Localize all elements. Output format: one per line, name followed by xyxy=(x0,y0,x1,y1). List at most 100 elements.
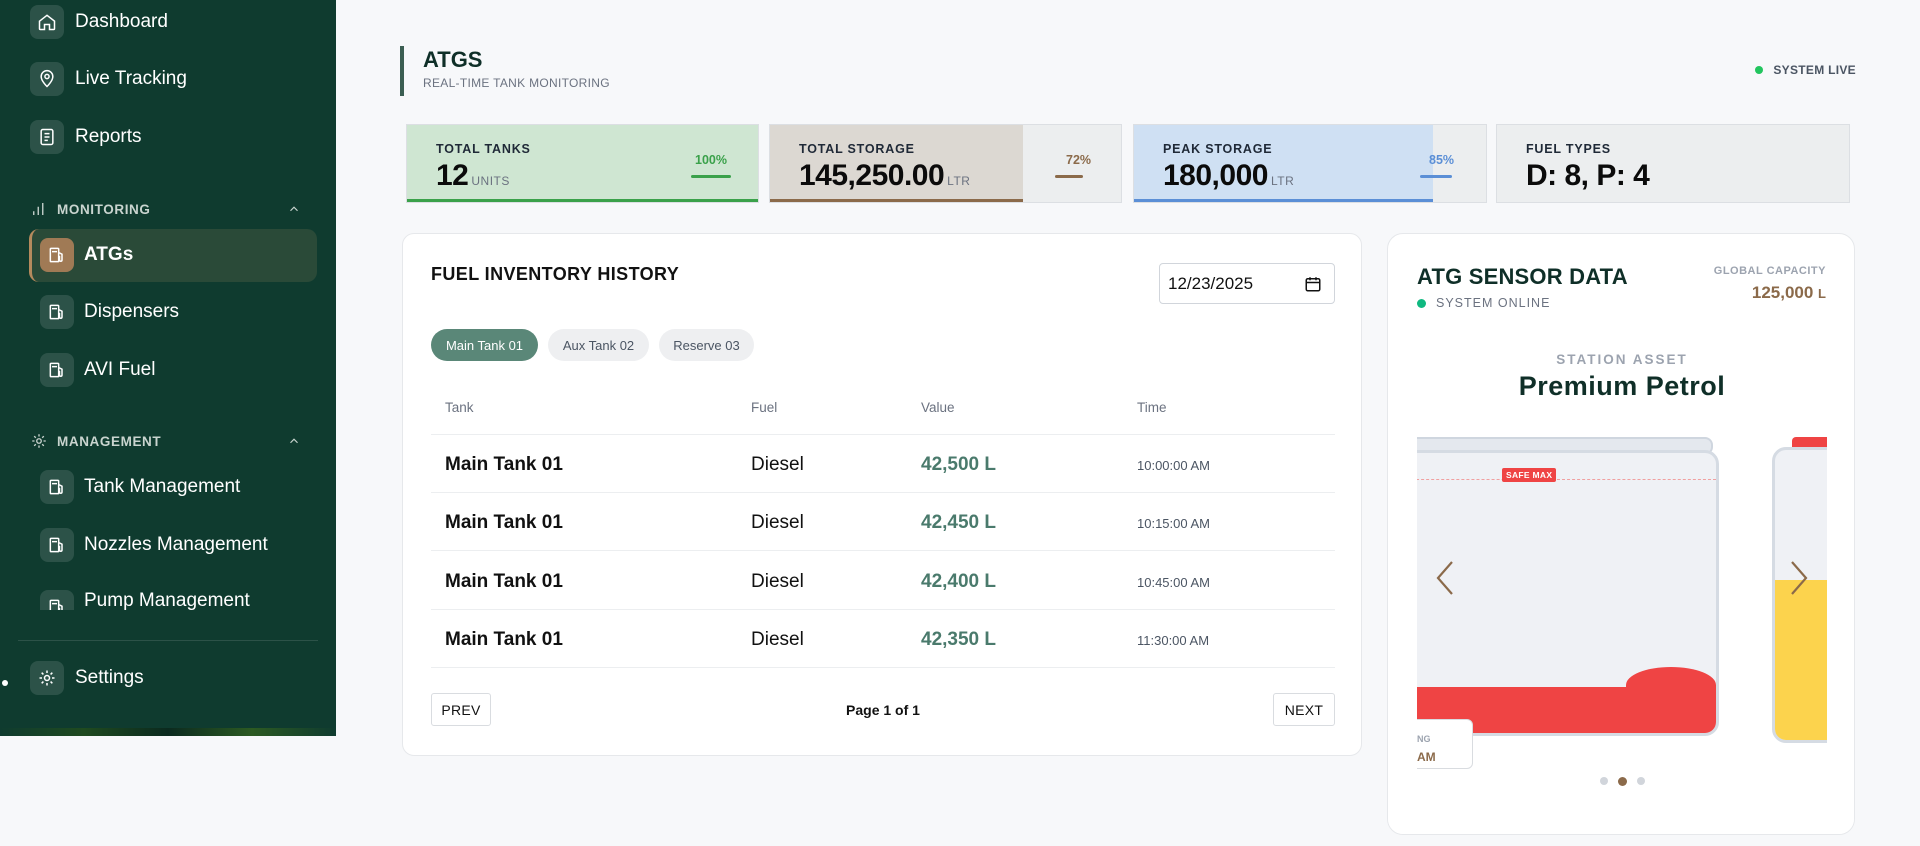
sidebar-item-dispensers[interactable]: Dispensers xyxy=(40,292,179,332)
stat-underline xyxy=(407,199,758,202)
dot-indicator xyxy=(2,680,8,686)
sidebar-item-reports[interactable]: Reports xyxy=(30,117,142,157)
sidebar-item-label: ATGs xyxy=(84,244,134,265)
sidebar-item-label: Reports xyxy=(75,126,142,147)
sidebar-item-dashboard[interactable]: Dashboard xyxy=(30,2,168,42)
fuel-pump-icon xyxy=(40,528,74,562)
inventory-title: FUEL INVENTORY HISTORY xyxy=(431,264,680,284)
chevron-right-icon[interactable] xyxy=(1786,558,1812,598)
stat-number: 12 xyxy=(436,159,469,192)
global-capacity-unit: L xyxy=(1818,286,1826,301)
cell-tank: Main Tank 01 xyxy=(445,454,563,475)
sidebar-item-atgs[interactable]: ATGs xyxy=(40,235,133,275)
stat-card-peak-storage: PEAK STORAGE 180,000 LTR 85% xyxy=(1133,124,1487,203)
atg-status: SYSTEM ONLINE xyxy=(1417,296,1550,310)
table-header-divider xyxy=(431,434,1335,435)
stat-value: 180,000 LTR xyxy=(1163,159,1294,193)
asset-name: Premium Petrol xyxy=(1518,371,1726,401)
prev-button[interactable]: PREV xyxy=(431,693,491,726)
cell-time: 11:30:00 AM xyxy=(1137,633,1210,648)
atg-status-text: SYSTEM ONLINE xyxy=(1436,296,1551,310)
chevron-up-icon[interactable] xyxy=(287,202,301,216)
cell-fuel: Diesel xyxy=(751,454,804,475)
cell-time: 10:15:00 AM xyxy=(1137,516,1210,531)
sidebar-item-avi-fuel[interactable]: AVI Fuel xyxy=(40,350,155,390)
carousel-dot[interactable] xyxy=(1599,777,1608,785)
section-management[interactable]: MANAGEMENT xyxy=(30,432,310,450)
fuel-pump-icon xyxy=(40,590,74,610)
reading-label: NG xyxy=(1417,734,1431,744)
next-button[interactable]: NEXT xyxy=(1273,693,1335,726)
tank-cap-indicator xyxy=(1792,437,1827,447)
table-row[interactable]: Main Tank 01 Diesel 42,350 L 11:30:00 AM xyxy=(431,610,1335,668)
gear-icon xyxy=(32,434,46,448)
cell-tank: Main Tank 01 xyxy=(445,629,563,650)
atg-title: ATG SENSOR DATA xyxy=(1417,264,1628,289)
cell-fuel: Diesel xyxy=(751,571,804,592)
chevron-left-icon[interactable] xyxy=(1432,558,1458,598)
fuel-pump-icon xyxy=(40,470,74,504)
cell-tank: Main Tank 01 xyxy=(445,512,563,533)
stat-percent-line xyxy=(1055,175,1083,178)
section-label: MANAGEMENT xyxy=(57,433,162,449)
stat-number: 145,250.00 xyxy=(799,159,945,192)
report-icon xyxy=(30,120,64,154)
date-value: 12/23/2025 xyxy=(1168,273,1254,293)
calendar-icon[interactable] xyxy=(1304,275,1322,293)
stat-card-fuel-types: FUEL TYPES D: 8, P: 4 xyxy=(1496,124,1850,203)
sidebar-item-label: Dispensers xyxy=(84,301,180,322)
cell-value: 42,350 L xyxy=(921,629,996,650)
tab-aux-tank-02[interactable]: Aux Tank 02 xyxy=(548,329,649,361)
sidebar-item-tank-management[interactable]: Tank Management xyxy=(40,467,240,507)
tank-carousel[interactable]: SAFE MAX NG AM xyxy=(1417,437,1827,807)
status-dot-icon xyxy=(1755,66,1764,74)
table-row[interactable]: Main Tank 01 Diesel 42,450 L 10:15:00 AM xyxy=(431,493,1335,551)
sidebar: Dashboard Live Tracking Reports MONITORI… xyxy=(0,0,336,736)
cell-fuel: Diesel xyxy=(751,629,804,650)
sidebar-item-pump-management[interactable]: Pump Management xyxy=(40,582,250,610)
fuel-pump-icon xyxy=(40,353,74,387)
column-header-tank: Tank xyxy=(445,400,474,415)
column-header-fuel: Fuel xyxy=(751,400,778,415)
global-capacity-value: 125,000 L xyxy=(1752,283,1826,303)
tab-reserve-03[interactable]: Reserve 03 xyxy=(659,329,754,361)
safe-max-line xyxy=(1417,479,1716,480)
tank-visual-next xyxy=(1772,447,1827,743)
stat-fill xyxy=(407,125,758,202)
asset-label: STATION ASSET xyxy=(1556,352,1688,367)
stat-label: FUEL TYPES xyxy=(1526,142,1611,156)
column-header-time: Time xyxy=(1137,400,1167,415)
section-label: MONITORING xyxy=(57,201,151,217)
stat-value: 12 UNITS xyxy=(436,159,510,193)
cell-time: 10:45:00 AM xyxy=(1137,575,1210,590)
carousel-dot[interactable] xyxy=(1636,777,1645,785)
carousel-dot-active[interactable] xyxy=(1617,777,1627,786)
page-header: ATGS REAL-TIME TANK MONITORING xyxy=(400,46,610,96)
sidebar-item-label: AVI Fuel xyxy=(84,359,156,380)
sidebar-item-nozzles-management[interactable]: Nozzles Management xyxy=(40,525,268,565)
stat-percent-line xyxy=(691,175,731,178)
reading-card xyxy=(1417,719,1473,769)
global-capacity-label: GLOBAL CAPACITY xyxy=(1713,265,1826,277)
page-title: ATGS xyxy=(423,47,483,72)
stat-number: 180,000 xyxy=(1163,159,1268,192)
cell-value: 42,500 L xyxy=(921,454,996,475)
column-header-value: Value xyxy=(921,400,955,415)
tab-main-tank-01[interactable]: Main Tank 01 xyxy=(431,329,538,361)
date-input[interactable]: 12/23/2025 xyxy=(1159,263,1335,304)
section-monitoring[interactable]: MONITORING xyxy=(30,200,310,218)
table-row[interactable]: Main Tank 01 Diesel 42,500 L 10:00:00 AM xyxy=(431,435,1335,493)
table-row[interactable]: Main Tank 01 Diesel 42,400 L 10:45:00 AM xyxy=(431,552,1335,610)
sidebar-item-live-tracking[interactable]: Live Tracking xyxy=(30,59,187,99)
sidebar-item-settings[interactable]: Settings xyxy=(30,658,144,698)
stat-card-total-tanks: TOTAL TANKS 12 UNITS 100% xyxy=(406,124,759,203)
fuel-pump-icon xyxy=(40,238,74,272)
sidebar-item-label: Pump Management xyxy=(84,590,250,610)
sidebar-bottom-decoration xyxy=(0,728,336,736)
chevron-up-icon[interactable] xyxy=(287,434,301,448)
global-capacity-number: 125,000 xyxy=(1751,283,1814,302)
stat-card-total-storage: TOTAL STORAGE 145,250.00 LTR 72% xyxy=(769,124,1122,203)
status-dot-icon xyxy=(1417,298,1426,308)
stat-percent: 100% xyxy=(695,153,727,167)
gear-icon xyxy=(30,661,64,695)
